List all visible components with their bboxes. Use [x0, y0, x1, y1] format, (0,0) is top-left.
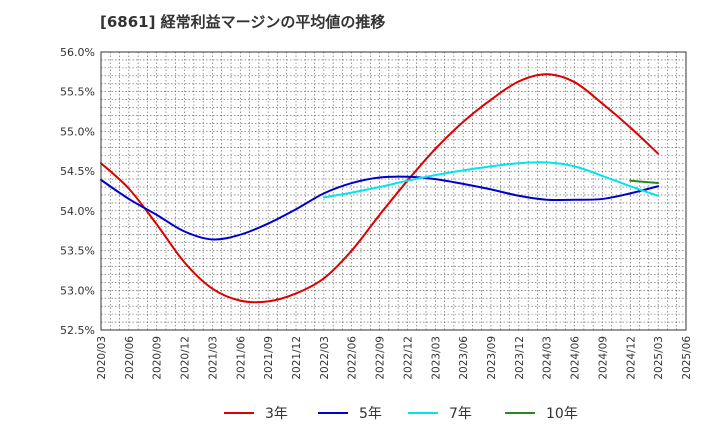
x-tick-label: 2022/03 — [319, 336, 331, 380]
x-tick-label: 2022/12 — [402, 336, 414, 380]
y-tick-label: 52.5% — [60, 324, 95, 337]
series-line-7年 — [322, 161, 660, 199]
x-tick-label: 2022/06 — [347, 336, 359, 380]
x-tick-label: 2025/06 — [681, 336, 693, 380]
x-axis-ticks: 2020/03 2020/06 2020/09 2020/12 2021/03 2021/… — [96, 336, 693, 380]
series-line-5年 — [100, 175, 660, 241]
x-tick-label: 2021/09 — [263, 336, 275, 380]
x-tick-label: 2023/09 — [486, 336, 498, 380]
x-tick-label: 2021/12 — [291, 336, 303, 380]
x-tick-label: 2020/03 — [96, 336, 108, 380]
x-tick-label: 2020/09 — [152, 336, 164, 380]
y-tick-label: 56.0% — [60, 46, 95, 59]
x-tick-label: 2020/06 — [124, 336, 136, 380]
y-tick-label: 53.5% — [60, 245, 95, 258]
legend-label: 7年 — [449, 406, 472, 422]
x-tick-label: 2021/06 — [235, 336, 247, 380]
series-line-10年 — [629, 179, 660, 185]
x-tick-label: 2022/09 — [375, 336, 387, 380]
plot-border — [100, 51, 687, 331]
x-tick-label: 2024/03 — [542, 336, 554, 380]
x-tick-label: 2023/12 — [514, 336, 526, 380]
chart-title: [6861] 経常利益マージンの平均値の推移 — [100, 13, 385, 31]
legend-label: 5年 — [359, 406, 382, 422]
series-line-3年 — [100, 73, 660, 304]
x-tick-label: 2023/03 — [430, 336, 442, 380]
x-tick-label: 2024/09 — [597, 336, 609, 380]
x-tick-label: 2021/03 — [207, 336, 219, 380]
y-tick-label: 54.5% — [60, 165, 95, 178]
y-tick-label: 55.0% — [60, 125, 95, 138]
x-tick-label: 2024/06 — [570, 336, 582, 380]
x-tick-label: 2024/12 — [625, 336, 637, 380]
y-tick-label: 53.0% — [60, 284, 95, 297]
y-axis-ticks: 52.5% 53.0% 53.5% 54.0% 54.5% 55.0% 55.5% 56.0% — [60, 46, 95, 337]
x-tick-label: 2020/12 — [180, 336, 192, 380]
legend-label: 10年 — [546, 406, 578, 422]
y-tick-label: 55.5% — [60, 86, 95, 99]
series-lines — [100, 73, 660, 304]
grid-lines — [101, 52, 686, 330]
x-tick-label: 2025/03 — [653, 336, 665, 380]
y-tick-label: 54.0% — [60, 205, 95, 218]
x-tick-label: 2023/06 — [458, 336, 470, 380]
legend-label: 3年 — [265, 406, 288, 422]
plot-area — [101, 52, 686, 330]
legend: 3年 5年 7年 10年 — [224, 406, 578, 422]
